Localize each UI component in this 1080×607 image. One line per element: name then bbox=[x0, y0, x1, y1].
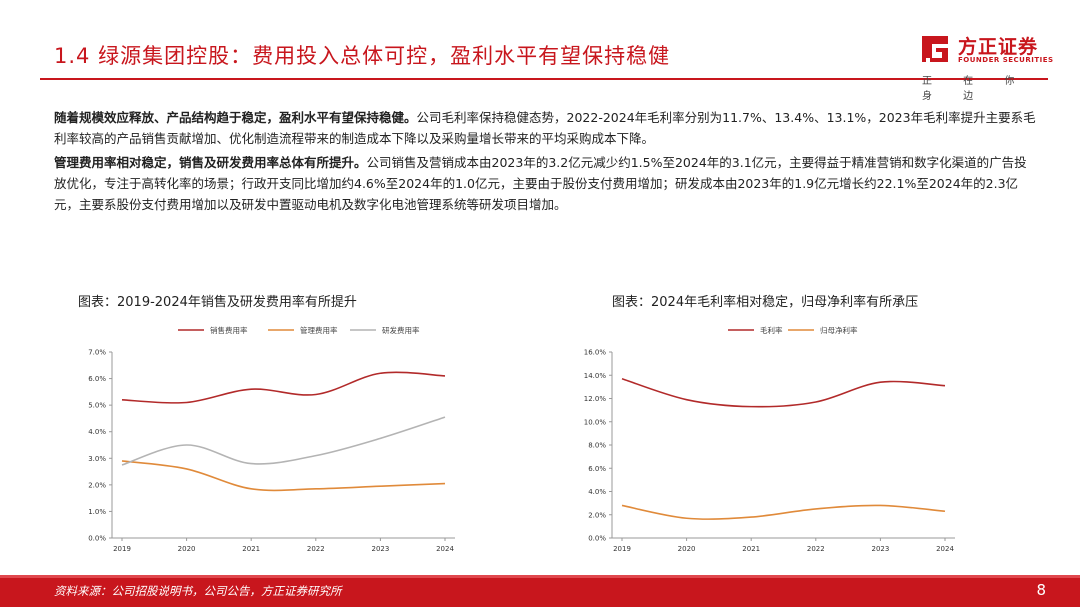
legend-label-1-0: 销售费用率 bbox=[210, 325, 248, 335]
page-title: 1.4 绿源集团控股：费用投入总体可控，盈利水平有望保持稳健 bbox=[54, 44, 671, 68]
x-tick-label-2-5: 2024 bbox=[936, 545, 954, 553]
paragraph-expenses: 管理费用率相对稳定，销售及研发费用率总体有所提升。公司销售及营销成本由2023年… bbox=[54, 152, 1036, 215]
y-tick-label-1-4: 4.0% bbox=[88, 428, 106, 436]
expense-ratio-chart: 销售费用率 管理费用率 研发费用率 0.0% 1.0% 2.0% 3.0% 4.0% 5.0% 6… bbox=[88, 325, 455, 553]
y-tick-label-1-7: 7.0% bbox=[88, 349, 106, 357]
series-line-2-1 bbox=[621, 504, 946, 520]
paragraph-expenses-lead: 管理费用率相对稳定，销售及研发费用率总体有所提升。 bbox=[54, 155, 367, 170]
paragraph-margin-lead: 随着规模效应释放、产品结构趋于稳定，盈利水平有望保持稳健。 bbox=[54, 110, 417, 125]
margin-chart: 毛利率 归母净利率 0.0% 2.0% 4.0% 6.0% 8.0% 10.0% 12.0% 14… bbox=[584, 325, 955, 553]
x-tick-label-2-3: 2022 bbox=[807, 545, 825, 553]
chart2-title: 图表：2024年毛利率相对稳定，归母净利率有所承压 bbox=[612, 295, 919, 310]
x-tick-label-2-2: 2021 bbox=[742, 545, 760, 553]
x-tick-label-2-1: 2020 bbox=[678, 545, 696, 553]
paragraph-expenses-text: 公司销售及营销成本由2023年的3.2亿元减少约1.5%至2024年的3.1亿元… bbox=[54, 155, 1027, 212]
founder-logo-icon bbox=[922, 36, 948, 62]
series-line-2-0 bbox=[621, 377, 946, 408]
x-tick-label-1-2: 2021 bbox=[242, 545, 260, 553]
brand-logo: 方正证券 FOUNDER SECURITIES 正 在 你 身 边 bbox=[918, 30, 1058, 102]
x-tick-label-2-4: 2023 bbox=[871, 545, 889, 553]
title-divider bbox=[40, 78, 1048, 80]
y-tick-label-2-0: 0.0% bbox=[588, 535, 606, 543]
logo-tagline: 正 在 你 身 边 bbox=[922, 76, 1024, 102]
legend-label-1-2: 研发费用率 bbox=[382, 325, 420, 335]
legend-label-2-0: 毛利率 bbox=[760, 325, 783, 335]
y-tick-label-2-7: 14.0% bbox=[584, 372, 607, 380]
y-tick-label-2-4: 8.0% bbox=[588, 442, 606, 450]
y-tick-label-1-1: 1.0% bbox=[88, 508, 106, 516]
y-tick-label-1-2: 2.0% bbox=[88, 481, 106, 489]
series-line-1-1 bbox=[121, 460, 446, 492]
x-tick-label-2-0: 2019 bbox=[613, 545, 631, 553]
x-tick-label-1-4: 2023 bbox=[371, 545, 389, 553]
chart1-title: 图表：2019-2024年销售及研发费用率有所提升 bbox=[78, 295, 357, 310]
y-tick-label-1-6: 6.0% bbox=[88, 375, 106, 383]
y-tick-label-2-8: 16.0% bbox=[584, 349, 607, 357]
series-line-1-0 bbox=[121, 371, 446, 404]
logo-text-en: FOUNDER SECURITIES bbox=[958, 56, 1054, 64]
paragraph-margin-text: 公司毛利率保持稳健态势，2022-2024年毛利率分别为11.7%、13.4%、… bbox=[54, 110, 1036, 146]
y-tick-label-2-5: 10.0% bbox=[584, 418, 607, 426]
y-tick-label-1-3: 3.0% bbox=[88, 455, 106, 463]
legend-label-2-1: 归母净利率 bbox=[820, 325, 858, 335]
page-number: 8 bbox=[1036, 581, 1046, 599]
x-tick-label-1-3: 2022 bbox=[307, 545, 325, 553]
y-tick-label-1-0: 0.0% bbox=[88, 535, 106, 543]
x-tick-label-1-5: 2024 bbox=[436, 545, 454, 553]
footer-accent bbox=[0, 575, 1080, 578]
x-tick-label-1-1: 2020 bbox=[178, 545, 196, 553]
y-tick-label-2-6: 12.0% bbox=[584, 395, 607, 403]
legend-label-1-1: 管理费用率 bbox=[300, 325, 338, 335]
x-tick-label-1-0: 2019 bbox=[113, 545, 131, 553]
y-tick-label-1-5: 5.0% bbox=[88, 402, 106, 410]
series-line-1-2 bbox=[121, 416, 446, 466]
logo-text-cn: 方正证券 bbox=[958, 36, 1039, 58]
footer-bar: 资料来源：公司招股说明书，公司公告，方正证券研究所 8 bbox=[0, 575, 1080, 607]
paragraph-margin: 随着规模效应释放、产品结构趋于稳定，盈利水平有望保持稳健。公司毛利率保持稳健态势… bbox=[54, 107, 1036, 149]
footer-source: 资料来源：公司招股说明书，公司公告，方正证券研究所 bbox=[54, 584, 342, 598]
y-tick-label-2-3: 6.0% bbox=[588, 465, 606, 473]
y-tick-label-2-2: 4.0% bbox=[588, 488, 606, 496]
y-tick-label-2-1: 2.0% bbox=[588, 511, 606, 519]
